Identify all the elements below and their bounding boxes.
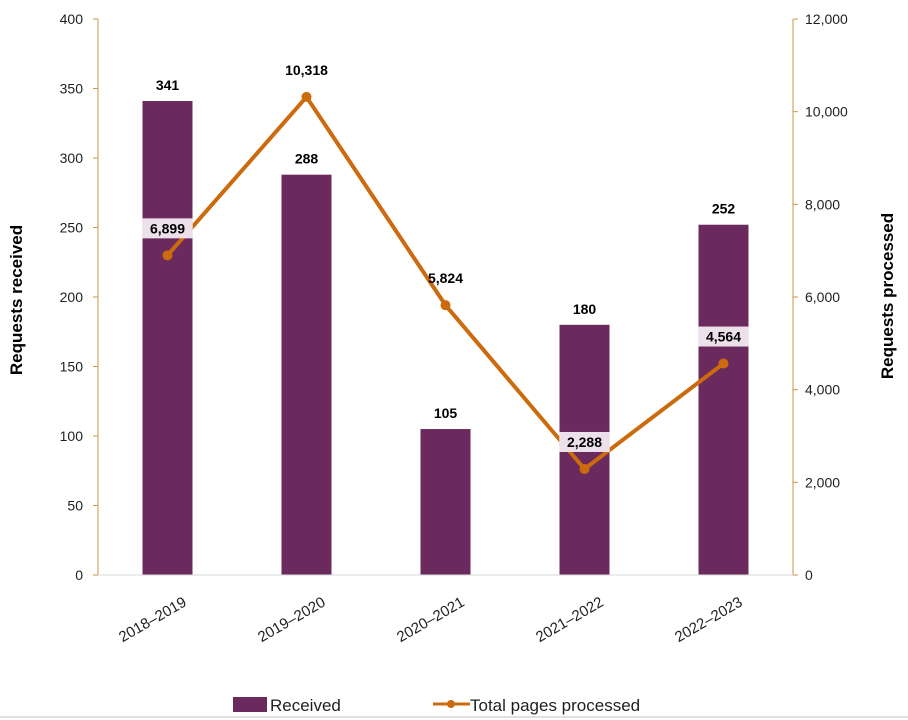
line-point-pages xyxy=(579,463,590,474)
y-tick-label: 350 xyxy=(60,81,84,97)
legend-marker-pages xyxy=(447,700,455,708)
y2-tick-label: 8,000 xyxy=(805,196,840,212)
line-data-label: 4,564 xyxy=(706,329,741,345)
legend-label-pages: Total pages processed xyxy=(470,696,640,715)
y-tick-label: 300 xyxy=(60,150,84,166)
y2-tick-label: 2,000 xyxy=(805,474,840,490)
line-point-pages xyxy=(718,358,729,369)
x-tick-label: 2019–2020 xyxy=(255,594,329,646)
y-tick-label: 100 xyxy=(60,428,84,444)
line-point-pages xyxy=(162,250,173,261)
y-tick-label: 150 xyxy=(60,359,84,375)
bar-received xyxy=(698,224,749,575)
y-tick-label: 0 xyxy=(75,567,83,583)
line-label-backing xyxy=(559,431,610,452)
bar-received xyxy=(281,174,332,575)
line-label-backing xyxy=(698,326,749,347)
y2-tick-label: 0 xyxy=(805,567,813,583)
line-data-label: 5,824 xyxy=(428,270,463,286)
y-tick-label: 50 xyxy=(67,498,83,514)
line-point-pages xyxy=(301,91,312,102)
x-tick-label: 2020–2021 xyxy=(394,594,468,646)
y2-axis-title: Requests processed xyxy=(878,213,897,379)
line-label-backing xyxy=(142,218,193,239)
bar-series-received: 341 288 105 180 252 xyxy=(142,77,749,575)
y-tick-label: 400 xyxy=(60,11,84,27)
bar-received xyxy=(142,101,193,575)
bar-data-label: 180 xyxy=(573,301,597,317)
bar-data-label: 105 xyxy=(434,405,458,421)
line-data-label: 2,288 xyxy=(567,434,602,450)
y2-tick-label: 4,000 xyxy=(805,382,840,398)
line-series-pages: 6,899 10,318 5,824 2,288 4,564 xyxy=(142,62,749,474)
y2-tick-label: 10,000 xyxy=(805,104,848,120)
legend-label-received: Received xyxy=(270,696,341,715)
y2-tick-label: 12,000 xyxy=(805,11,848,27)
y-axis-title: Requests received xyxy=(7,225,26,375)
y-tick-label: 200 xyxy=(60,289,84,305)
bar-data-label: 252 xyxy=(712,201,736,217)
x-tick-label: 2018–2019 xyxy=(116,594,190,646)
bar-received xyxy=(420,429,471,575)
x-tick-label: 2021–2022 xyxy=(533,594,607,646)
line-data-label: 10,318 xyxy=(285,62,328,78)
bar-data-label: 288 xyxy=(295,151,319,167)
y2-tick-label: 6,000 xyxy=(805,289,840,305)
legend-swatch-received xyxy=(233,697,267,712)
line-point-pages xyxy=(440,300,451,311)
x-tick-label: 2022–2023 xyxy=(672,594,746,646)
y-tick-label: 250 xyxy=(60,220,84,236)
line-data-label: 6,899 xyxy=(150,220,185,236)
bar-data-label: 341 xyxy=(156,77,180,93)
legend: Received Total pages processed xyxy=(233,696,640,715)
